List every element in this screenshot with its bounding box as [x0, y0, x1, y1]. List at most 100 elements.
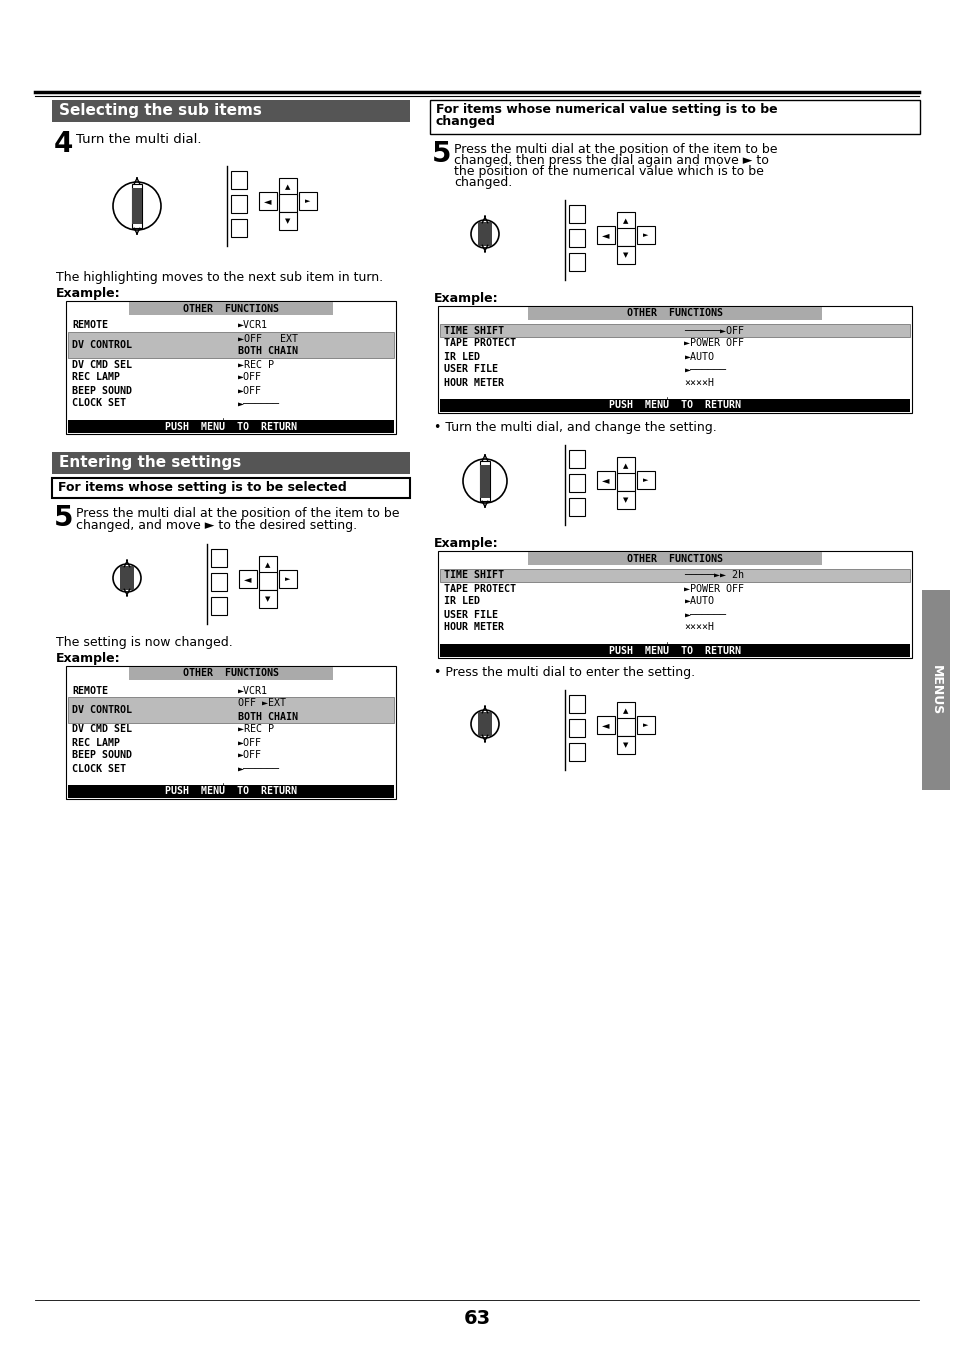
- Text: ►OFF: ►OFF: [237, 737, 261, 748]
- Bar: [129, 302, 333, 315]
- Bar: [568, 474, 584, 492]
- Bar: [211, 597, 227, 615]
- Text: • Turn the multi dial, and change the setting.: • Turn the multi dial, and change the se…: [434, 421, 716, 434]
- Text: ►: ►: [305, 198, 311, 204]
- Text: ▼: ▼: [622, 741, 628, 748]
- Text: TAPE PROTECT: TAPE PROTECT: [443, 584, 516, 593]
- Bar: [258, 555, 276, 574]
- Text: ↓: ↓: [662, 642, 670, 650]
- Text: ►POWER OFF: ►POWER OFF: [683, 584, 743, 593]
- Text: Turn the multi dial.: Turn the multi dial.: [76, 133, 201, 146]
- Bar: [52, 479, 410, 497]
- Text: CLOCK SET: CLOCK SET: [71, 399, 126, 408]
- Text: ►: ►: [642, 232, 648, 239]
- Bar: [132, 187, 142, 224]
- Bar: [568, 229, 584, 247]
- Text: PUSH  MENU  TO  RETURN: PUSH MENU TO RETURN: [165, 422, 296, 431]
- Text: OFF ►EXT: OFF ►EXT: [237, 698, 285, 709]
- Text: DV CONTROL: DV CONTROL: [71, 340, 132, 350]
- Text: TIME SHIFT: TIME SHIFT: [443, 325, 503, 336]
- Bar: [477, 712, 492, 736]
- Text: OTHER  FUNCTIONS: OTHER FUNCTIONS: [626, 554, 722, 563]
- Text: Example:: Example:: [56, 652, 120, 665]
- Text: BEEP SOUND: BEEP SOUND: [71, 751, 132, 760]
- Text: ▼: ▼: [265, 596, 271, 603]
- Bar: [617, 491, 635, 510]
- Bar: [617, 718, 635, 736]
- Bar: [231, 171, 247, 189]
- Text: ►──────: ►──────: [683, 609, 726, 620]
- Text: BOTH CHAIN: BOTH CHAIN: [237, 346, 297, 356]
- Text: ▼: ▼: [622, 497, 628, 503]
- Text: ▲: ▲: [622, 218, 628, 224]
- Bar: [52, 100, 410, 123]
- Text: ►OFF: ►OFF: [237, 386, 261, 395]
- Text: MENUS: MENUS: [928, 665, 942, 716]
- Bar: [129, 667, 333, 679]
- Text: ◄: ◄: [601, 720, 609, 731]
- Bar: [617, 457, 635, 474]
- Text: IR LED: IR LED: [443, 352, 479, 361]
- Text: 5: 5: [54, 504, 73, 532]
- Bar: [439, 644, 909, 656]
- Bar: [597, 470, 615, 489]
- Text: ►REC P: ►REC P: [237, 360, 274, 369]
- Bar: [617, 702, 635, 720]
- Bar: [568, 253, 584, 271]
- Bar: [239, 570, 256, 588]
- Text: TAPE PROTECT: TAPE PROTECT: [443, 338, 516, 349]
- Bar: [211, 549, 227, 568]
- Text: PUSH  MENU  TO  RETURN: PUSH MENU TO RETURN: [608, 646, 740, 655]
- Text: ►REC P: ►REC P: [237, 724, 274, 735]
- Text: OTHER  FUNCTIONS: OTHER FUNCTIONS: [626, 309, 722, 318]
- Bar: [66, 301, 395, 434]
- Bar: [568, 497, 584, 516]
- Bar: [568, 450, 584, 468]
- Bar: [120, 566, 133, 590]
- Text: ►OFF   EXT: ►OFF EXT: [237, 333, 297, 344]
- Bar: [597, 226, 615, 244]
- Text: ▲: ▲: [622, 708, 628, 714]
- Bar: [617, 212, 635, 231]
- Text: changed, and move ► to the desired setting.: changed, and move ► to the desired setti…: [76, 519, 356, 532]
- Text: DV CONTROL: DV CONTROL: [71, 705, 132, 714]
- Bar: [258, 572, 276, 590]
- Bar: [479, 465, 490, 497]
- Bar: [617, 245, 635, 264]
- Text: ►──────: ►──────: [237, 399, 279, 408]
- Text: DV CMD SEL: DV CMD SEL: [71, 724, 132, 735]
- Text: USER FILE: USER FILE: [443, 364, 497, 375]
- Text: changed, then press the dial again and move ► to: changed, then press the dial again and m…: [454, 154, 768, 167]
- Text: PUSH  MENU  TO  RETURN: PUSH MENU TO RETURN: [608, 400, 740, 411]
- Bar: [637, 470, 655, 489]
- Text: DV CMD SEL: DV CMD SEL: [71, 360, 132, 369]
- Text: Entering the settings: Entering the settings: [59, 456, 241, 470]
- Bar: [921, 590, 949, 790]
- Text: changed.: changed.: [454, 177, 512, 189]
- Text: BOTH CHAIN: BOTH CHAIN: [237, 712, 297, 721]
- Text: ►VCR1: ►VCR1: [237, 686, 268, 696]
- Text: TIME SHIFT: TIME SHIFT: [443, 570, 503, 581]
- Text: ──────►OFF: ──────►OFF: [683, 325, 743, 336]
- Text: ►AUTO: ►AUTO: [683, 352, 714, 361]
- Text: ▲: ▲: [622, 462, 628, 469]
- Text: For items whose setting is to be selected: For items whose setting is to be selecte…: [58, 481, 346, 495]
- Bar: [68, 785, 394, 798]
- Text: ◄: ◄: [244, 574, 252, 584]
- Text: ↓: ↓: [219, 417, 226, 426]
- Bar: [568, 718, 584, 737]
- Text: ▲: ▲: [265, 562, 271, 568]
- Text: ►──────: ►──────: [683, 364, 726, 375]
- Text: REMOTE: REMOTE: [71, 686, 108, 696]
- Text: ►POWER OFF: ►POWER OFF: [683, 338, 743, 349]
- Bar: [278, 178, 296, 195]
- Text: IR LED: IR LED: [443, 597, 479, 607]
- Text: ▼: ▼: [622, 252, 628, 257]
- Text: ◄: ◄: [264, 195, 272, 206]
- Bar: [278, 570, 296, 588]
- Bar: [211, 573, 227, 590]
- Bar: [617, 473, 635, 491]
- Text: ↓: ↓: [219, 782, 226, 791]
- Text: The highlighting moves to the next sub item in turn.: The highlighting moves to the next sub i…: [56, 271, 383, 284]
- Bar: [568, 696, 584, 713]
